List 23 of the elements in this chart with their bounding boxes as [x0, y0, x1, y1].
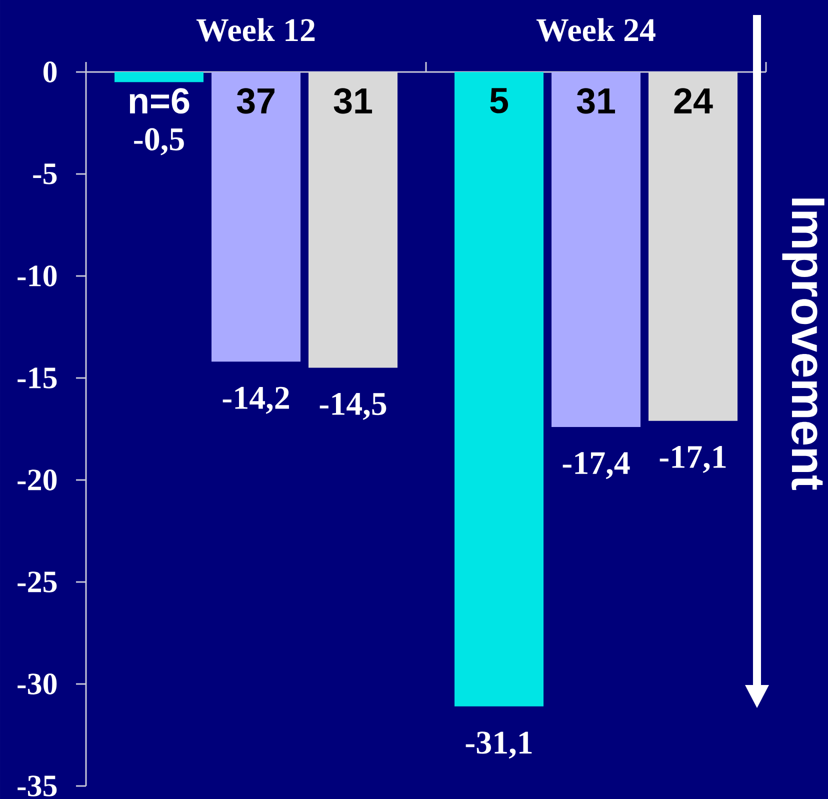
- y-tick-label: -15: [18, 368, 57, 388]
- data-label: -14,2: [222, 386, 289, 414]
- y-tick-label: -20: [18, 470, 57, 490]
- data-label: -17,1: [660, 446, 726, 473]
- x-tick-label: Week 24: [536, 18, 656, 42]
- y-tick-label: -25: [18, 572, 57, 592]
- annotation: n=6: [130, 88, 190, 114]
- y-tick-label: -30: [18, 674, 57, 694]
- y-tick-label: -35: [18, 776, 57, 796]
- y-tick-label: 0: [43, 62, 57, 82]
- data-label: -0,5: [134, 128, 184, 156]
- x-tick-label: Week 12: [196, 18, 315, 42]
- text: Improvement: [782, 198, 824, 490]
- annotation: 5: [490, 88, 508, 114]
- data-label: -31,1: [466, 732, 532, 759]
- annotation: 24: [674, 88, 713, 114]
- annotation: 37: [236, 88, 274, 114]
- data-label: -14,5: [320, 392, 386, 420]
- annotation: 31: [576, 88, 616, 114]
- y-tick-label: -5: [33, 164, 57, 184]
- annotation: 31: [334, 88, 372, 114]
- data-label: -17,4: [562, 452, 630, 480]
- y-tick-label: -10: [18, 266, 57, 286]
